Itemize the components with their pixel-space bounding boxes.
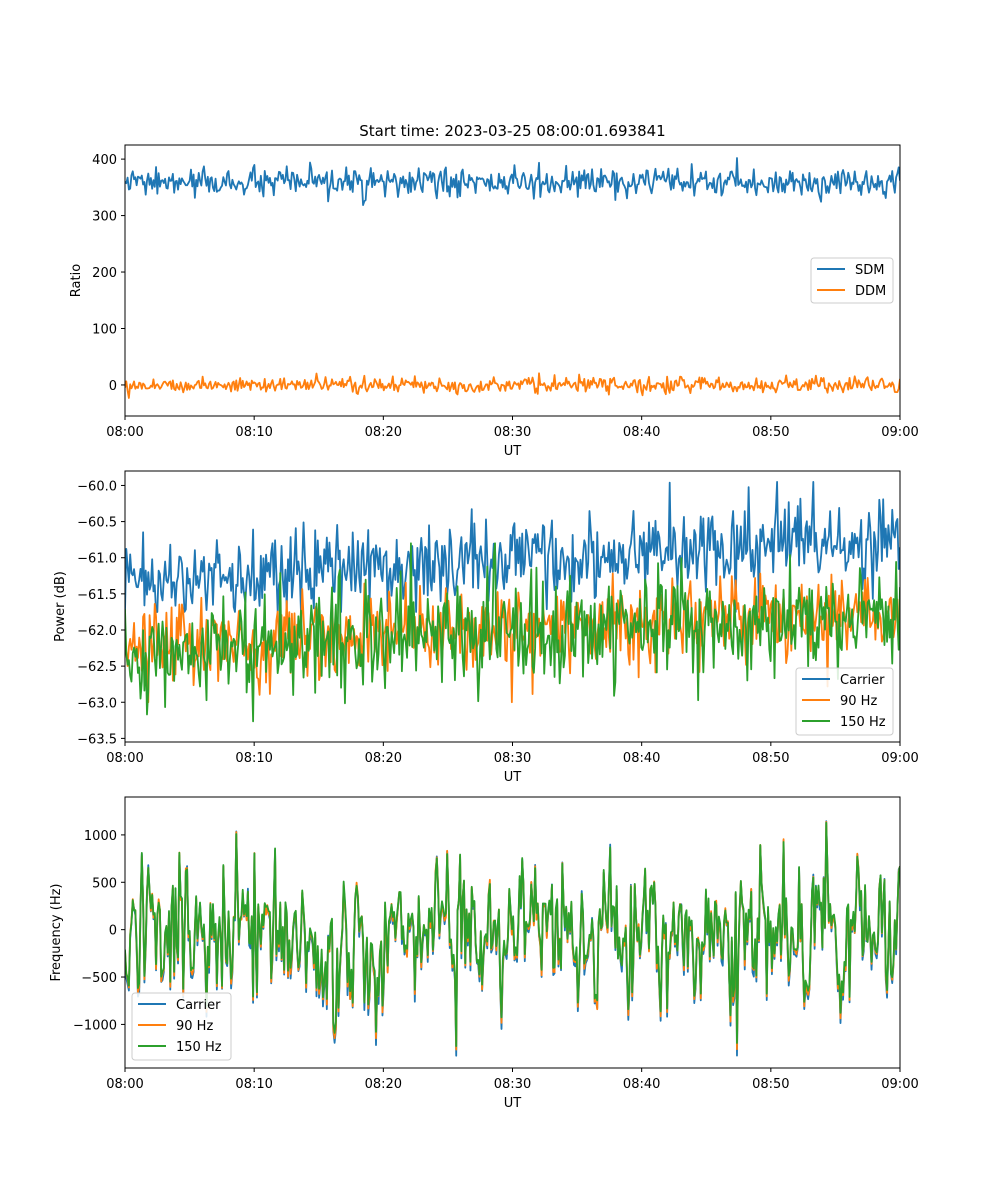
chart-panel-2: 08:00 08:10 08:20 08:30 08:40 08:50 09:00 −63.5…	[53, 470, 919, 785]
x-tick-label: 08:10	[235, 1077, 272, 1092]
x-tick-label: 08:30	[494, 425, 531, 440]
series-line-sdm	[125, 157, 900, 206]
x-tick-label: 09:00	[881, 751, 918, 766]
x-tick-label: 08:20	[365, 751, 402, 766]
y-tick-label: −1000	[73, 1018, 117, 1033]
legend-label: SDM	[855, 263, 884, 278]
y-tick-label: −60.0	[77, 479, 117, 494]
legend-label: Carrier	[176, 998, 221, 1013]
y-tick-label: 400	[92, 153, 117, 168]
x-tick-label: 08:10	[235, 751, 272, 766]
y-axis-label: Ratio	[69, 264, 84, 297]
x-axis-label: UT	[504, 1096, 522, 1111]
legend-label: 90 Hz	[840, 694, 877, 709]
legend-label: 90 Hz	[176, 1019, 213, 1034]
y-tick-label: −500	[81, 971, 117, 986]
series-group	[125, 820, 900, 1057]
x-tick-label: 08:30	[494, 1077, 531, 1092]
panels: 08:00 08:10 08:20 08:30 08:40 08:50 09:00 0 100 2…	[49, 144, 919, 1111]
x-tick-label: 08:50	[752, 425, 789, 440]
x-tick-label: 09:00	[881, 425, 918, 440]
series-group	[125, 157, 900, 399]
x-tick-label: 08:40	[623, 1077, 660, 1092]
legend-label: DDM	[855, 284, 886, 299]
x-axis-label: UT	[504, 444, 522, 459]
y-tick-label: −60.5	[77, 516, 117, 531]
y-tick-label: −62.5	[77, 660, 117, 675]
chart-panel-3: 08:00 08:10 08:20 08:30 08:40 08:50 09:00 −1000…	[49, 796, 919, 1111]
legend: Carrier 90 Hz 150 Hz	[795, 667, 894, 736]
legend: SDM DDM	[810, 257, 894, 304]
y-tick-label: −63.0	[77, 696, 117, 711]
series-line-150-hz	[125, 542, 900, 723]
chart-panel-1: 08:00 08:10 08:20 08:30 08:40 08:50 09:00 0 100 2…	[69, 144, 919, 459]
figure-title: Start time: 2023-03-25 08:00:01.693841	[359, 122, 665, 140]
x-tick-label: 08:50	[752, 751, 789, 766]
x-axis-label: UT	[504, 770, 522, 785]
x-tick-label: 08:20	[365, 425, 402, 440]
y-tick-label: −61.5	[77, 588, 117, 603]
y-tick-label: −63.5	[77, 732, 117, 747]
x-tick-label: 08:50	[752, 1077, 789, 1092]
series-line-carrier	[125, 480, 900, 613]
legend-label: 150 Hz	[840, 715, 886, 730]
x-tick-label: 08:20	[365, 1077, 402, 1092]
series-group	[125, 480, 900, 723]
y-axis-label: Frequency (Hz)	[49, 883, 64, 981]
legend: Carrier 90 Hz 150 Hz	[131, 992, 232, 1061]
y-tick-label: 0	[109, 379, 117, 394]
y-tick-label: −62.0	[77, 624, 117, 639]
y-tick-label: 1000	[84, 829, 117, 844]
y-tick-label: 0	[109, 924, 117, 939]
legend-box	[131, 992, 232, 1061]
series-line-150-hz	[125, 821, 900, 1047]
x-tick-label: 08:30	[494, 751, 531, 766]
x-tick-label: 08:40	[623, 751, 660, 766]
x-tick-label: 08:00	[106, 1077, 143, 1092]
x-tick-label: 09:00	[881, 1077, 918, 1092]
y-tick-label: 300	[92, 210, 117, 225]
x-tick-label: 08:10	[235, 425, 272, 440]
y-tick-label: −61.0	[77, 552, 117, 567]
y-tick-label: 500	[92, 876, 117, 891]
legend-label: 150 Hz	[176, 1040, 222, 1055]
y-tick-label: 200	[92, 266, 117, 281]
y-tick-label: 100	[92, 322, 117, 337]
x-tick-label: 08:40	[623, 425, 660, 440]
x-tick-label: 08:00	[106, 751, 143, 766]
legend-label: Carrier	[840, 673, 885, 688]
series-line-ddm	[125, 372, 900, 399]
legend-box	[795, 667, 894, 736]
x-tick-label: 08:00	[106, 425, 143, 440]
y-axis-label: Power (dB)	[53, 571, 68, 642]
